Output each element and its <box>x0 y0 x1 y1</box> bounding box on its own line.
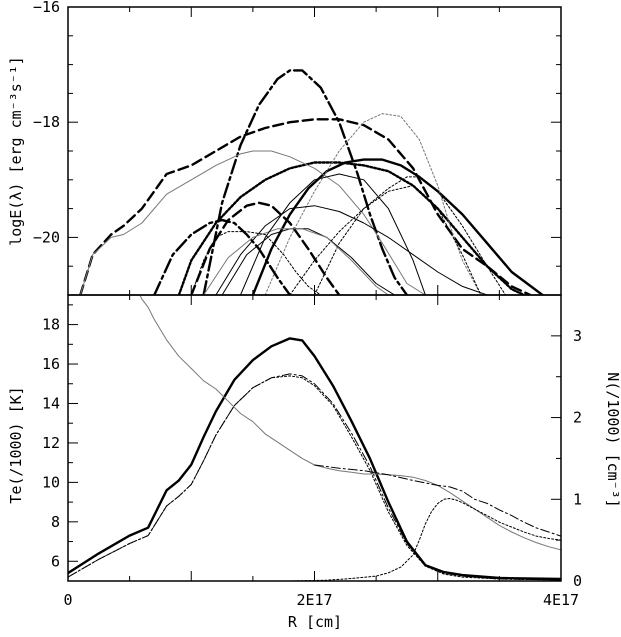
temperature-ytick-label-6: 18 <box>42 316 60 334</box>
emissivity-series-1 <box>79 118 532 295</box>
emissivity-series-7 <box>215 205 488 295</box>
emissivity-series-9 <box>190 201 341 295</box>
density-ytick-label-1: 1 <box>573 490 582 508</box>
emissivity-series-2 <box>251 158 544 295</box>
emissivity-panel-frame <box>67 6 562 296</box>
emissivity-series-0 <box>202 69 409 295</box>
emissivity-series-12 <box>190 231 322 295</box>
density-ylabel: N(/1000) [cm⁻³] <box>604 372 621 507</box>
emissivity-series-13 <box>240 173 426 295</box>
temperature-density-series-3 <box>139 295 561 551</box>
density-ytick-label-2: 2 <box>573 409 582 427</box>
emissivity-series-14 <box>289 185 482 295</box>
emissivity-ytick-label-2: −20 <box>33 228 60 246</box>
emissivity-series-10 <box>221 228 396 295</box>
temperature-density-series-2 <box>68 375 561 581</box>
emissivity-axis-ticks: −16 −18 −20 <box>33 0 562 296</box>
emissivity-series-6 <box>314 176 506 295</box>
temperature-density-panel-frame <box>67 294 562 582</box>
temperature-ylabel: Te(/1000) [K] <box>7 386 25 503</box>
radius-xlabel: R [cm] <box>288 613 342 631</box>
temperature-ytick-label-3: 12 <box>42 434 60 452</box>
temperature-ytick-label-0: 6 <box>51 552 60 570</box>
emissivity-ytick-label-1: −18 <box>33 113 60 131</box>
emissivity-ytick-label-0: −16 <box>33 0 60 16</box>
temperature-density-series-5 <box>252 498 561 581</box>
temperature-ytick-label-4: 14 <box>42 394 60 412</box>
emissivity-series-11 <box>203 228 389 295</box>
emissivity-series-4 <box>79 150 426 295</box>
density-ytick-label-3: 3 <box>573 327 582 345</box>
density-ytick-label-0: 0 <box>573 572 582 590</box>
emissivity-series-5 <box>264 113 482 295</box>
temperature-ytick-label-5: 16 <box>42 355 60 373</box>
emissivity-series-3 <box>177 161 526 295</box>
temperature-ytick-label-1: 8 <box>51 513 60 531</box>
temperature-ytick-label-2: 10 <box>42 473 60 491</box>
emissivity-curves <box>79 69 544 295</box>
radius-xtick-label-0: 0 <box>63 591 72 609</box>
temperature-density-series-0 <box>68 337 561 581</box>
emissivity-ylabel: logE(λ) [erg cm⁻³s⁻¹] <box>7 56 25 246</box>
temperature-density-series-1 <box>68 373 561 581</box>
radius-xtick-label-1: 2E17 <box>296 591 332 609</box>
radius-xtick-label-2: 4E17 <box>543 591 579 609</box>
temperature-density-series-4 <box>314 464 561 537</box>
emissivity-panel: −16 −18 −20 logE(λ) [erg cm⁻³s⁻¹] <box>7 0 562 296</box>
temperature-density-curves <box>68 295 561 581</box>
